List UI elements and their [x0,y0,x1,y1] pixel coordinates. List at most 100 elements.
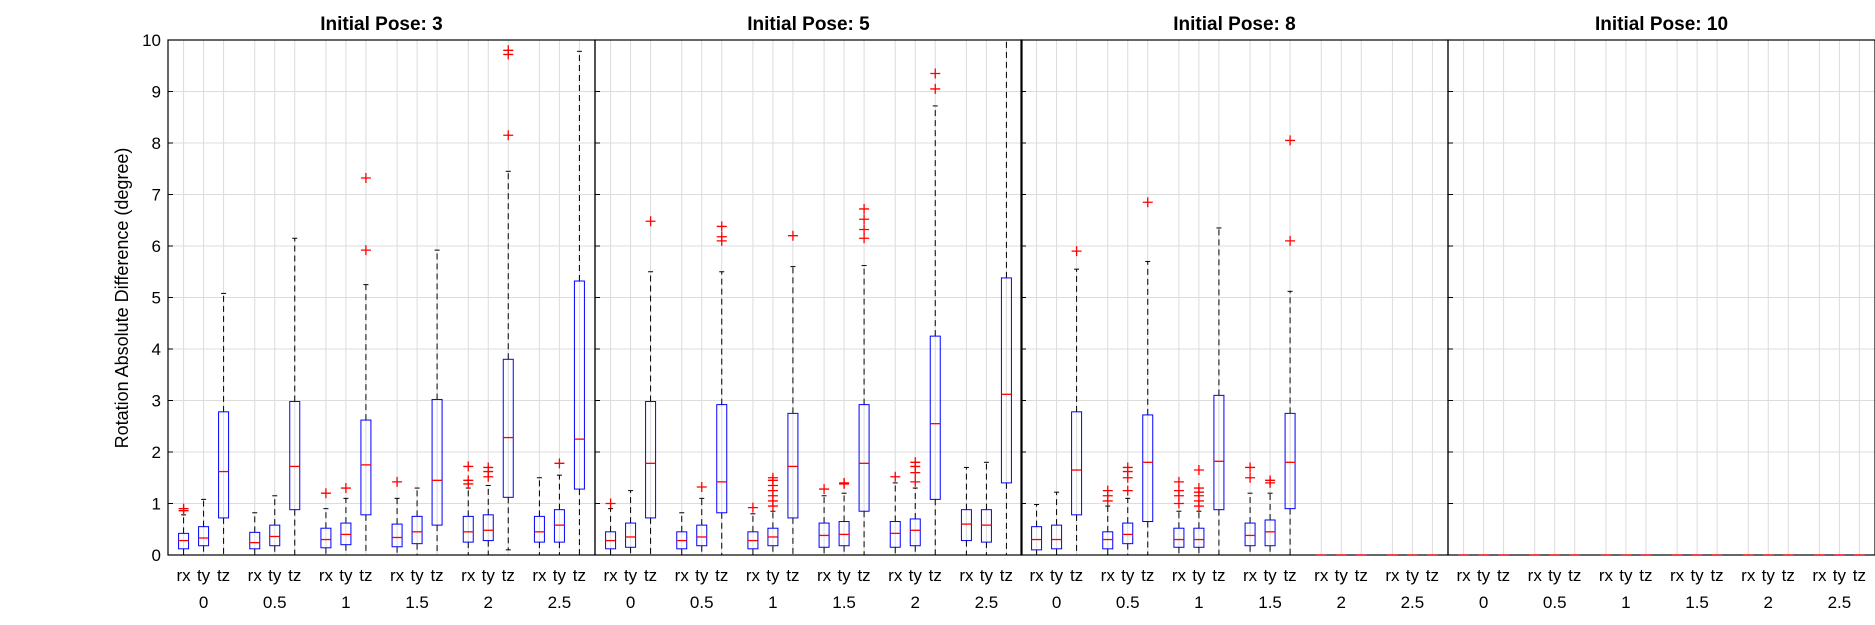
box-group: rx ty tz 2 [1314,554,1368,612]
outlier-marker [360,245,371,256]
outlier-marker [787,230,798,241]
box-tz [360,173,372,556]
outlier-marker [463,461,474,472]
box-tz [1284,135,1296,556]
box-tz [573,50,585,556]
box-tz [1000,39,1012,556]
box-name-label: tz [1710,566,1723,585]
outlier-marker [645,216,656,227]
box-name-label: tz [1853,566,1866,585]
box-rx [462,461,474,556]
box-name-label: rx [959,566,974,585]
iqr-box [391,523,403,548]
box-name-label: tz [857,566,870,585]
group-label: 2 [1337,593,1346,612]
box-ty [1051,491,1063,556]
y-tick-label: 10 [142,31,161,50]
box-name-label: rx [176,566,191,585]
box-ty [838,477,850,556]
outlier-marker [503,130,514,141]
outlier-marker [716,221,727,232]
outlier-marker [1071,246,1082,257]
outlier-marker [1285,235,1296,246]
outlier-marker [696,482,707,493]
outlier-marker [859,203,870,214]
panel-title: Initial Pose: 5 [747,14,870,35]
box-name-label: ty [766,566,780,585]
box-rx [391,476,403,556]
box-name-label: ty [1121,566,1135,585]
box-group: rx ty tz 0 [176,292,230,612]
iqr-box [269,524,281,547]
box-name-label: rx [1101,566,1116,585]
y-tick-label: 5 [152,289,161,308]
box-group: rx ty tz 1 [1599,554,1653,612]
iqr-box [1071,411,1083,516]
outlier-marker [1245,462,1256,473]
outlier-marker [747,502,758,513]
box-name-label: tz [644,566,657,585]
box-name-label: ty [553,566,567,585]
box-name-label: rx [1243,566,1258,585]
box-name-label: tz [1568,566,1581,585]
iqr-box [1213,394,1225,511]
box-name-label: rx [1385,566,1400,585]
box-name-label: rx [1029,566,1044,585]
iqr-box [1102,531,1114,550]
box-name-label: tz [786,566,799,585]
box-group: rx ty tz1.5 [1243,135,1297,612]
box-name-label: ty [1263,566,1277,585]
y-tick-label: 2 [152,443,161,462]
box-name-label: ty [268,566,282,585]
iqr-box [1193,527,1205,548]
outlier-marker [930,83,941,94]
box-name-label: ty [909,566,923,585]
box-name-label: ty [837,566,851,585]
outlier-marker [1142,197,1153,208]
box-name-label: ty [1548,566,1562,585]
outlier-marker [463,475,474,486]
y-tick-label: 1 [152,495,161,514]
iqr-box [1031,526,1043,551]
group-label: 1.5 [832,593,856,612]
box-name-label: ty [1619,566,1633,585]
box-group: rx ty tz 2 [461,45,515,612]
box-group: rx ty tz 0 [1029,246,1083,612]
box-group: rx ty tz 1 [746,230,800,612]
box-rx [320,488,332,556]
box-rx [960,466,972,556]
box-group: rx ty tz2.5 [532,50,586,612]
box-name-label: rx [1172,566,1187,585]
box-name-label: tz [1000,566,1013,585]
box-name-label: ty [1192,566,1206,585]
box-name-label: rx [319,566,334,585]
iqr-box [462,515,474,543]
box-name-label: rx [390,566,405,585]
iqr-box [625,522,637,548]
box-name-label: rx [1599,566,1614,585]
outlier-marker [1193,465,1204,476]
group-label: 0.5 [690,593,714,612]
box-rx [676,512,688,556]
box-group: rx ty tz0.5 [1528,554,1581,612]
outlier-marker [1122,485,1133,496]
box-name-label: tz [1283,566,1296,585]
group-label: 2 [911,593,920,612]
iqr-box [960,509,972,542]
iqr-box [431,398,443,526]
outlier-marker [910,457,921,468]
outlier-marker [483,462,494,473]
outlier-marker [910,476,921,487]
group-label: 2 [1764,593,1773,612]
box-name-label: tz [1212,566,1225,585]
box-name-label: rx [603,566,618,585]
box-ty [482,462,494,556]
group-label: 1.5 [1685,593,1709,612]
box-tz [1142,197,1154,556]
box-ty [411,487,423,556]
box-name-label: rx [817,566,832,585]
group-label: 0 [626,593,635,612]
group-label: 0.5 [263,593,287,612]
outlier-marker [605,498,616,509]
outlier-marker [859,224,870,235]
